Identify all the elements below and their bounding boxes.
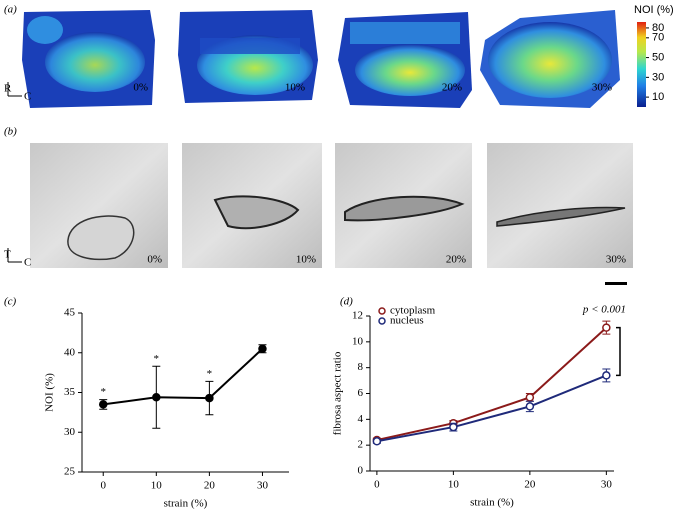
legend-label: cytoplasm bbox=[390, 305, 436, 317]
y-tick-label: 8 bbox=[358, 361, 364, 373]
point bbox=[525, 393, 535, 402]
x-axis-label: strain (%) bbox=[164, 498, 208, 510]
x-tick-label: 0 bbox=[374, 479, 380, 491]
colorbar-tick-label: 70 bbox=[652, 32, 664, 44]
micrograph bbox=[335, 143, 472, 268]
micrograph bbox=[487, 143, 633, 285]
orientation-label: C bbox=[24, 91, 31, 103]
panel-label: (a) bbox=[4, 4, 17, 16]
point bbox=[525, 402, 535, 411]
axis bbox=[369, 316, 614, 472]
heatmap-label: 20% bbox=[442, 82, 462, 94]
legend-marker bbox=[378, 317, 386, 325]
heatmap bbox=[338, 12, 472, 108]
x-tick-label: 20 bbox=[524, 479, 536, 491]
significance-marker: * bbox=[207, 368, 213, 380]
heatmap bbox=[22, 10, 155, 108]
micrograph-label: 30% bbox=[606, 254, 626, 266]
line bbox=[376, 326, 608, 441]
heatmap bbox=[178, 10, 318, 103]
x-axis-label: strain (%) bbox=[470, 497, 514, 509]
micrograph bbox=[30, 143, 168, 268]
heatmap-label: 0% bbox=[133, 82, 148, 94]
y-tick-label: 6 bbox=[358, 387, 364, 399]
point bbox=[98, 400, 108, 409]
y-tick-label: 45 bbox=[64, 307, 76, 319]
p-value: p < 0.001 bbox=[582, 304, 626, 316]
panel-label: (d) bbox=[340, 296, 353, 308]
significance-marker: * bbox=[154, 353, 160, 365]
heatmap-label: 30% bbox=[592, 82, 612, 94]
y-tick-label: 2 bbox=[358, 439, 364, 451]
colorbar-tick-label: 30 bbox=[652, 71, 664, 83]
point bbox=[602, 371, 611, 380]
orientation-label: T bbox=[4, 249, 11, 261]
point bbox=[602, 323, 611, 332]
point bbox=[205, 393, 214, 403]
x-tick-label: 10 bbox=[151, 480, 163, 492]
orientation-label: C bbox=[24, 257, 31, 269]
x-tick-label: 0 bbox=[100, 480, 106, 492]
panel-label: (c) bbox=[4, 296, 17, 308]
point bbox=[258, 344, 267, 354]
y-axis-label: fibrosa aspect ratio bbox=[332, 351, 344, 435]
point bbox=[449, 422, 458, 432]
legend-marker bbox=[378, 307, 386, 315]
x-tick-label: 30 bbox=[257, 480, 269, 492]
y-tick-label: 30 bbox=[64, 426, 76, 438]
y-tick-label: 25 bbox=[64, 466, 76, 478]
y-tick-label: 12 bbox=[352, 310, 363, 322]
micrograph-label: 10% bbox=[296, 254, 316, 266]
orientation-label: R bbox=[4, 83, 12, 95]
y-tick-label: 4 bbox=[358, 413, 364, 425]
significance-bracket bbox=[616, 326, 621, 377]
colorbar-tick-label: 80 bbox=[652, 22, 664, 34]
heatmap bbox=[480, 10, 620, 108]
line bbox=[103, 348, 264, 406]
y-tick-label: 40 bbox=[64, 346, 76, 358]
significance-marker: * bbox=[100, 386, 106, 398]
heatmap-label: 10% bbox=[285, 82, 305, 94]
point bbox=[152, 393, 161, 402]
micrograph bbox=[182, 143, 322, 268]
orientation-arrow bbox=[7, 82, 22, 97]
colorbar-tick-label: 10 bbox=[652, 91, 664, 103]
micrograph-label: 0% bbox=[147, 254, 162, 266]
colorbar-title: NOI (%) bbox=[634, 4, 674, 16]
orientation-arrow bbox=[7, 248, 22, 263]
panel-label: (b) bbox=[4, 126, 17, 138]
line bbox=[376, 374, 607, 443]
y-tick-label: 0 bbox=[358, 465, 364, 477]
x-tick-label: 20 bbox=[204, 480, 216, 492]
y-tick-label: 10 bbox=[352, 335, 364, 347]
y-axis-label: NOI (%) bbox=[44, 373, 56, 412]
x-tick-label: 30 bbox=[601, 479, 613, 491]
axis bbox=[81, 313, 289, 473]
micrograph-label: 20% bbox=[446, 254, 466, 266]
legend-label: nucleus bbox=[390, 315, 424, 327]
colorbar-tick-label: 50 bbox=[652, 51, 664, 63]
x-tick-label: 10 bbox=[448, 479, 460, 491]
y-tick-label: 35 bbox=[64, 386, 76, 398]
colorbar bbox=[637, 22, 646, 107]
point bbox=[372, 437, 382, 446]
